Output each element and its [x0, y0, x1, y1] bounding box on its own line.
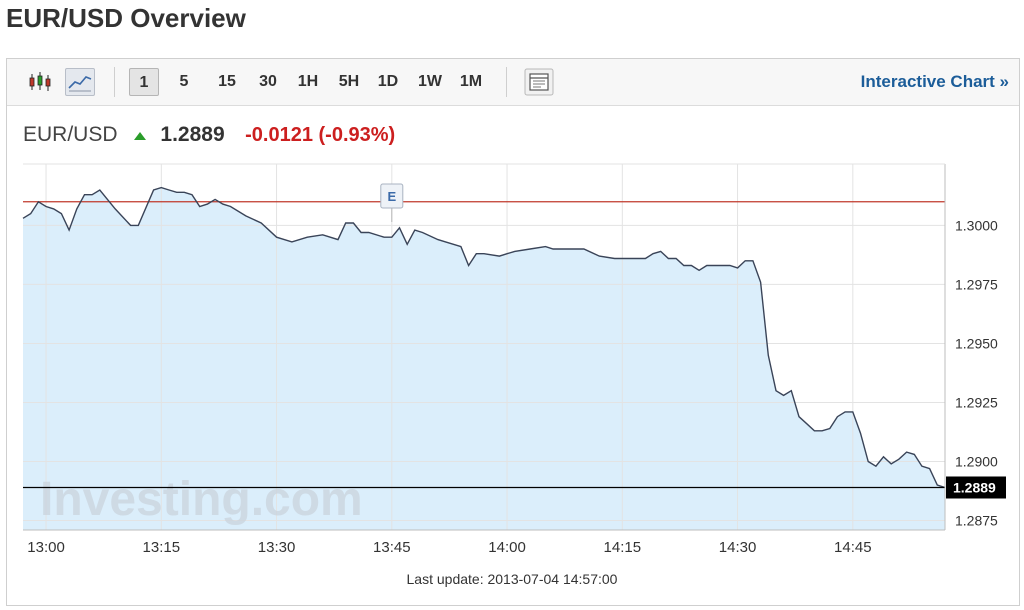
up-arrow-icon — [133, 131, 146, 140]
toolbar-separator — [506, 67, 507, 97]
event-marker-box[interactable] — [380, 183, 404, 209]
event-marker-label[interactable]: E — [387, 189, 396, 204]
current-value-label: 1.2889 — [953, 479, 996, 495]
chart-panel: 1 5 15 30 1H 5H 1D 1W 1M Interactive Chart » EUR… — [6, 58, 1020, 606]
x-tick-label: 13:30 — [258, 539, 296, 556]
x-tick-label: 14:30 — [719, 539, 757, 556]
y-tick-label: 1.2900 — [955, 454, 998, 470]
interval-5[interactable]: 5 — [179, 73, 189, 90]
area-fill — [23, 187, 945, 530]
y-tick-label: 1.3000 — [955, 217, 998, 233]
x-tick-label: 13:15 — [143, 539, 181, 556]
watermark: Investing.com — [40, 473, 363, 526]
interval-1h[interactable]: 1H — [297, 73, 319, 90]
chart-toolbar: 1 5 15 30 1H 5H 1D 1W 1M Interactive Chart » — [7, 59, 1019, 106]
interval-15[interactable]: 15 — [218, 73, 236, 90]
line-chart-icon[interactable] — [65, 68, 95, 96]
page-title: EUR/USD Overview — [6, 3, 246, 33]
interval-1m[interactable]: 1M — [459, 73, 483, 90]
interactive-chart-link[interactable]: Interactive Chart » — [860, 72, 1009, 91]
interval-1[interactable]: 1 — [129, 68, 159, 96]
layout-icon[interactable] — [524, 68, 554, 96]
x-tick-label: 14:00 — [488, 539, 526, 556]
quote-row: EUR/USD 1.2889 -0.0121 (-0.93%) — [23, 123, 395, 153]
y-tick-label: 1.2950 — [955, 335, 998, 351]
series-line — [22, 186, 946, 489]
symbol-label: EUR/USD — [23, 123, 118, 146]
x-tick-label: 13:00 — [27, 539, 65, 556]
toolbar-separator — [114, 67, 115, 97]
current-value-badge — [946, 476, 1006, 499]
interval-30[interactable]: 30 — [259, 73, 277, 90]
price-value: 1.2889 — [160, 123, 225, 146]
candlestick-icon[interactable] — [25, 68, 55, 96]
change-value: -0.0121 (-0.93%) — [245, 124, 396, 146]
x-tick-label: 13:45 — [373, 539, 411, 556]
x-tick-label: 14:45 — [834, 539, 872, 556]
x-tick-label: 14:15 — [604, 539, 642, 556]
y-tick-label: 1.2975 — [955, 276, 998, 292]
last-update: Last update: 2013-07-04 14:57:00 — [406, 571, 618, 587]
y-tick-label: 1.2875 — [955, 513, 998, 529]
interval-5h[interactable]: 5H — [338, 73, 360, 90]
interval-1d[interactable]: 1D — [377, 73, 399, 90]
interval-1w[interactable]: 1W — [418, 73, 442, 90]
y-tick-label: 1.2925 — [955, 394, 998, 410]
